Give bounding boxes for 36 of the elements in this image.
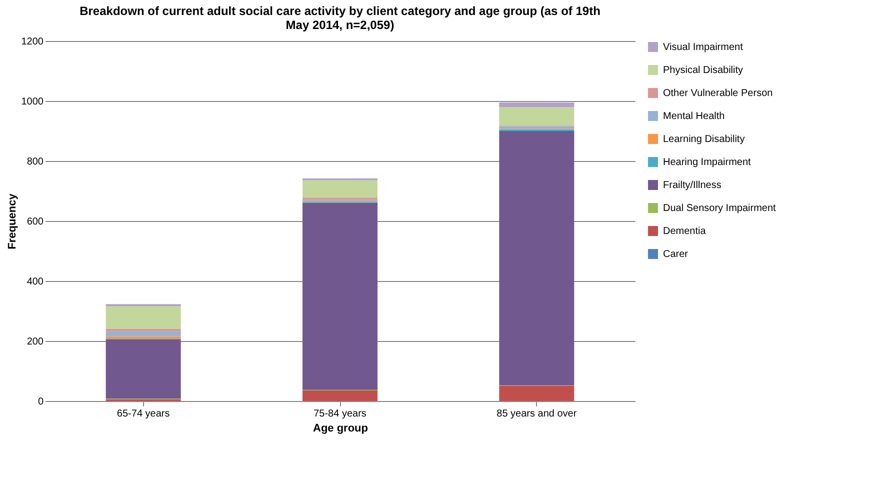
legend-label: Other Vulnerable Person — [663, 88, 773, 99]
legend-label: Visual Impairment — [663, 42, 744, 53]
x-axis-title: Age group — [313, 422, 368, 434]
x-tick-label: 65-74 years — [116, 408, 170, 420]
chart-title: Breakdown of current adult social care activity by client category and age group (as of 19th May 2014, n=2,059) — [80, 4, 600, 32]
y-tick-label: 1000 — [21, 96, 44, 108]
bar — [499, 386, 574, 401]
bar — [499, 107, 574, 126]
bar — [302, 390, 378, 401]
bar — [499, 131, 574, 386]
legend-label: Frailty/Illness — [663, 180, 722, 191]
y-tick-label: 800 — [26, 156, 44, 168]
x-tick-label: 85 years and over — [496, 408, 578, 420]
bar — [499, 126, 574, 129]
legend-label: Carer — [663, 249, 689, 260]
y-axis-title: Frequency — [6, 192, 18, 250]
y-tick-label: 200 — [26, 336, 44, 348]
legend-label: Physical Disability — [663, 65, 744, 76]
legend-label: Dual Sensory Impairment — [663, 203, 776, 214]
y-tick-label: 1200 — [21, 36, 44, 48]
legend-label: Dementia — [663, 226, 706, 237]
legend-label: Mental Health — [663, 111, 725, 122]
bar — [106, 331, 181, 336]
legend-label: Learning Disability — [663, 134, 745, 145]
y-tick-label: 600 — [26, 216, 44, 228]
x-tick-label: 75-84 years — [314, 408, 366, 420]
bar — [106, 336, 181, 339]
bar — [499, 102, 574, 107]
y-tick-label: 0 — [38, 396, 44, 408]
bar — [106, 306, 181, 329]
bar — [106, 340, 181, 399]
bar — [302, 203, 378, 390]
y-tick-label: 400 — [26, 276, 44, 288]
bar — [106, 328, 181, 332]
legend-label: Hearing Impairment — [663, 157, 752, 168]
bar — [302, 180, 378, 198]
